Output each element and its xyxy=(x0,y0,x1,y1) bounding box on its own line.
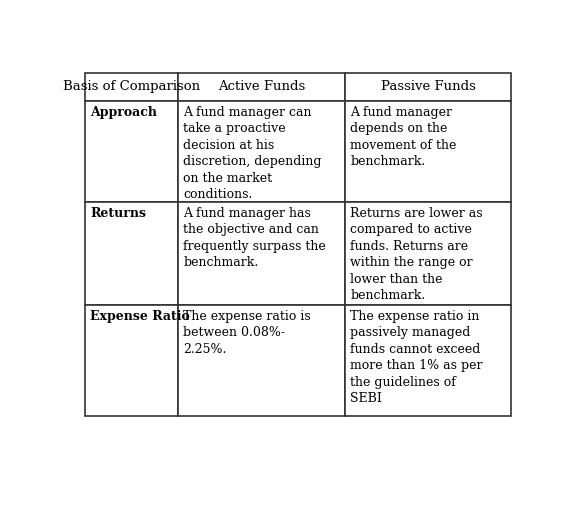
Bar xyxy=(85,101,178,202)
Bar xyxy=(178,101,345,202)
Bar xyxy=(85,202,178,305)
Bar xyxy=(345,101,512,202)
Text: A fund manager
depends on the
movement of the
benchmark.: A fund manager depends on the movement o… xyxy=(350,106,456,168)
Text: The expense ratio is
between 0.08%-
2.25%.: The expense ratio is between 0.08%- 2.25… xyxy=(183,310,311,356)
Bar xyxy=(85,72,178,101)
Text: A fund manager has
the objective and can
frequently surpass the
benchmark.: A fund manager has the objective and can… xyxy=(183,207,326,269)
Text: A fund manager can
take a proactive
decision at his
discretion, depending
on the: A fund manager can take a proactive deci… xyxy=(183,106,322,202)
Bar xyxy=(178,202,345,305)
Bar xyxy=(178,72,345,101)
Bar xyxy=(345,202,512,305)
Text: Returns are lower as
compared to active
funds. Returns are
within the range or
l: Returns are lower as compared to active … xyxy=(350,207,483,303)
Text: The expense ratio in
passively managed
funds cannot exceed
more than 1% as per
t: The expense ratio in passively managed f… xyxy=(350,310,483,405)
Bar xyxy=(345,72,512,101)
Text: Passive Funds: Passive Funds xyxy=(380,80,476,93)
Text: Returns: Returns xyxy=(91,207,146,220)
Text: Active Funds: Active Funds xyxy=(218,80,305,93)
Bar xyxy=(178,305,345,416)
Bar xyxy=(85,305,178,416)
Text: Approach: Approach xyxy=(91,106,158,119)
Text: Basis of Comparison: Basis of Comparison xyxy=(63,80,200,93)
Text: Expense Ratio: Expense Ratio xyxy=(91,310,190,323)
Bar xyxy=(345,305,512,416)
